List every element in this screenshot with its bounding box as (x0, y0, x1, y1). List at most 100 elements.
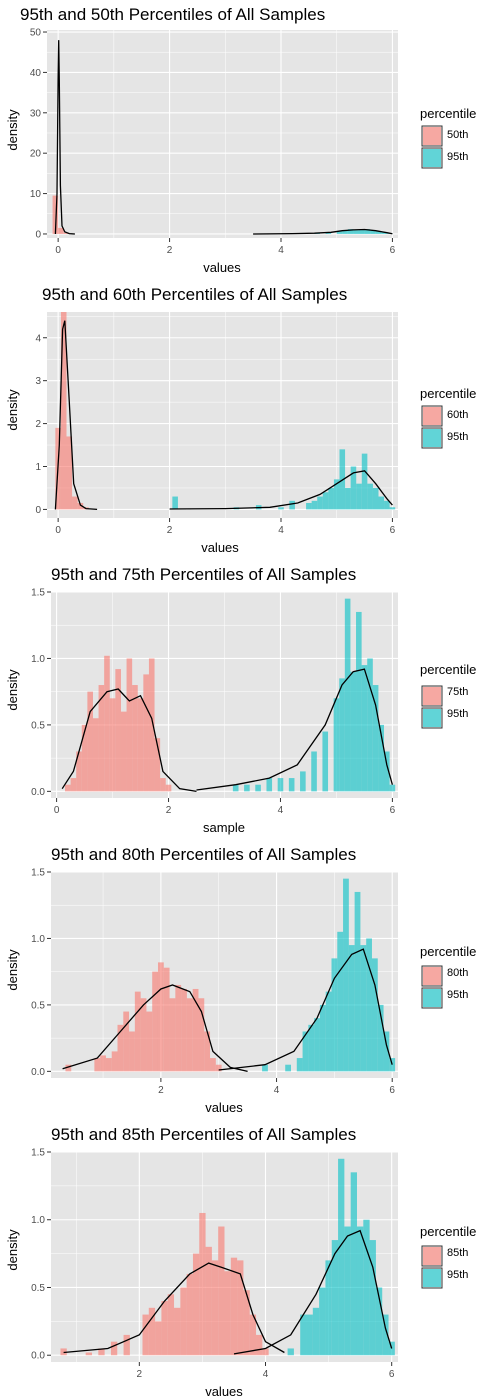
histogram-bar (146, 1011, 153, 1072)
x-tick-label: 4 (278, 805, 284, 816)
histogram-bar (325, 991, 332, 1072)
y-axis-label: density (5, 949, 20, 991)
histogram-bar (350, 1172, 357, 1356)
density-curve (63, 1262, 285, 1354)
legend-title: percentile (420, 106, 476, 121)
plot-area: 0 2 4 6 0 10 20 30 40 50 (30, 28, 398, 256)
histogram-bar (123, 1011, 130, 1072)
histogram-bar (278, 507, 284, 510)
histogram-bar (336, 231, 343, 234)
histogram-bar (344, 1226, 351, 1356)
histogram-bar (255, 784, 261, 792)
histogram-bar (372, 487, 379, 510)
histogram-bar (378, 496, 385, 510)
histogram-bar (117, 1024, 124, 1072)
histogram-bar (381, 232, 387, 234)
chart-panel: 2 4 6 0.0 0.5 1.0 1.5 95th and 85th Percentiles… (5, 1125, 476, 1399)
x-axis-label: values (205, 1384, 243, 1399)
legend-label: 85th (447, 1247, 468, 1259)
histogram-bar (163, 967, 170, 1072)
histogram-bar (204, 1031, 211, 1072)
legend-label: 95th (447, 151, 468, 163)
histogram-bar (287, 1348, 294, 1356)
histogram-bar (360, 945, 367, 1072)
histogram-bar (359, 229, 365, 234)
histogram-bar (325, 1260, 332, 1356)
x-tick-label: 4 (274, 1085, 280, 1096)
histogram-bar (65, 1064, 72, 1072)
histogram-bar (343, 878, 349, 1072)
histogram-bar (244, 784, 250, 792)
histogram-bar (165, 784, 172, 792)
x-tick-label: 2 (167, 245, 173, 256)
chart-title: 95th and 75th Percentiles of All Samples (51, 565, 356, 584)
histogram-bar (325, 232, 332, 234)
histogram-bar (338, 1158, 345, 1356)
histogram-bar (210, 1058, 216, 1072)
y-tick-label: 0.0 (31, 1067, 45, 1078)
histogram-bar (331, 1240, 339, 1356)
histogram-bar (63, 232, 70, 234)
y-tick-label: 3 (35, 376, 41, 387)
x-tick-label: 6 (390, 525, 396, 536)
legend-swatch (423, 687, 441, 705)
histogram-bar (361, 665, 368, 792)
histogram-bar (120, 711, 127, 792)
histogram-bar (218, 1226, 225, 1356)
x-axis-label: values (205, 1100, 243, 1115)
histogram-bar (384, 500, 390, 510)
plot-background (47, 312, 398, 518)
legend-swatch (423, 429, 441, 447)
histogram-bar (186, 998, 193, 1072)
histogram-bar (198, 998, 205, 1072)
histogram-bar (129, 1031, 135, 1072)
histogram-bar (308, 1024, 315, 1072)
histogram-bar (339, 678, 345, 792)
plot-area: 2 4 6 0.0 0.5 1.0 1.5 (31, 868, 398, 1096)
histogram-bar (353, 230, 359, 234)
density-curve (233, 1229, 393, 1355)
histogram-bar (300, 771, 306, 792)
density-curve (169, 470, 393, 510)
histogram-bar (58, 227, 64, 234)
histogram-bar (60, 312, 67, 510)
histogram-bar (87, 691, 93, 792)
chart-panel: 0 2 4 6 0 10 20 30 40 50 95th and 50th Percentiles… (5, 5, 476, 275)
histogram-bar (306, 1314, 313, 1356)
y-axis-label: density (5, 389, 20, 431)
histogram-bar (105, 1058, 112, 1072)
chart-panel: 0 2 4 6 0.0 0.5 1.0 1.5 95th and 75th Percentile… (5, 565, 476, 835)
histogram-bar (383, 1031, 390, 1072)
x-axis-label: values (203, 260, 241, 275)
legend-title: percentile (420, 386, 476, 401)
histogram-bar (319, 1287, 326, 1356)
x-tick-label: 6 (390, 245, 396, 256)
chart-title: 95th and 85th Percentiles of All Samples (51, 1125, 356, 1144)
legend-title: percentile (420, 944, 476, 959)
histogram-bar (311, 500, 318, 510)
histogram-bar (369, 1240, 376, 1356)
histogram-bar (262, 1064, 268, 1072)
legend-swatch (423, 1269, 441, 1287)
histogram-bar (76, 751, 82, 792)
histogram-bar (66, 436, 73, 510)
plot-area: 0 2 4 6 0 1 2 3 4 (35, 312, 398, 536)
legend-swatch (423, 709, 441, 727)
histogram-bar (230, 1257, 238, 1356)
histogram-bar (350, 671, 357, 792)
histogram-bar (375, 231, 382, 234)
y-tick-label: 20 (30, 149, 42, 160)
histogram-bar (137, 698, 144, 792)
histogram-bar (262, 1348, 269, 1356)
histogram-bar (70, 778, 77, 792)
histogram-bar (389, 507, 396, 510)
x-tick-label: 0 (54, 805, 60, 816)
density-curve (196, 668, 394, 791)
legend-swatch (423, 967, 441, 985)
x-tick-label: 0 (55, 245, 61, 256)
histogram-bar (142, 1314, 149, 1356)
histogram-bar (115, 669, 121, 792)
histogram-bar (289, 500, 295, 510)
legend-swatch (423, 1247, 441, 1265)
histogram-bar (322, 492, 329, 510)
